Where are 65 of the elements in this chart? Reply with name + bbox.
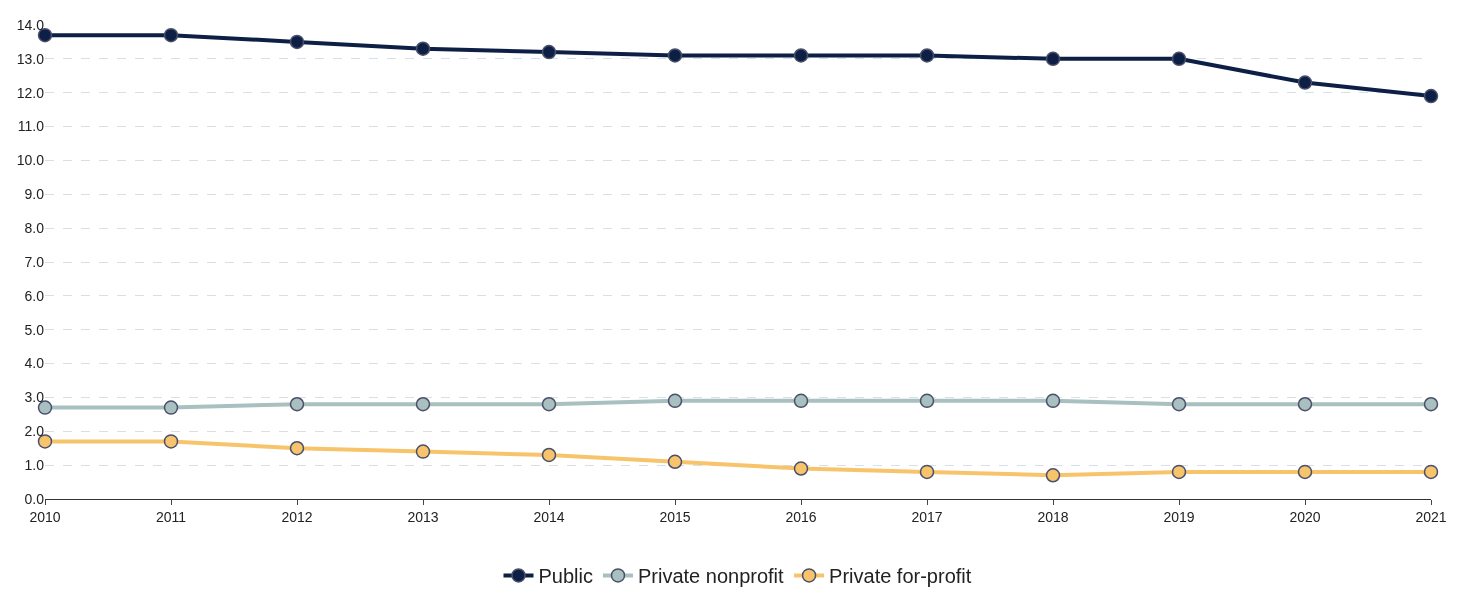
point xyxy=(1423,396,1439,412)
x-tick-label: 2011 xyxy=(155,508,187,525)
y-tick-label: 4.0 xyxy=(24,355,45,372)
point xyxy=(1297,396,1313,412)
point xyxy=(289,440,305,456)
point xyxy=(1045,393,1061,409)
point xyxy=(163,27,179,43)
point xyxy=(289,396,305,412)
point xyxy=(289,34,305,50)
legend-label: Private nonprofit xyxy=(637,565,785,588)
y-tick-label: 1.0 xyxy=(24,457,45,474)
point xyxy=(541,396,557,412)
point xyxy=(1045,51,1061,67)
y-tick-label: 0.0 xyxy=(24,490,45,507)
legend-label: Public xyxy=(538,565,593,588)
point xyxy=(163,400,179,415)
point xyxy=(1171,51,1187,67)
point xyxy=(667,48,683,63)
x-tick-label: 2012 xyxy=(281,508,313,525)
point xyxy=(1423,464,1439,480)
y-tick-label: 12.0 xyxy=(16,84,45,101)
legend-label: Private for-profit xyxy=(829,565,972,588)
point xyxy=(163,434,179,449)
x-tick-label: 2021 xyxy=(1415,508,1447,525)
point xyxy=(37,400,53,415)
y-tick-label: 7.0 xyxy=(24,253,45,270)
point xyxy=(415,444,431,459)
point xyxy=(667,454,683,469)
y-tick-label: 8.0 xyxy=(24,220,45,237)
y-tick-label: 14.0 xyxy=(16,16,45,33)
y-tick-label: 11.0 xyxy=(17,118,45,135)
point xyxy=(667,393,683,409)
x-tick-label: 2010 xyxy=(29,508,61,525)
y-tick-label: 10.0 xyxy=(16,152,45,169)
y-tick-label: 2.0 xyxy=(24,423,45,440)
point xyxy=(793,393,809,409)
point xyxy=(919,464,935,480)
point xyxy=(415,41,431,56)
point xyxy=(793,461,809,476)
y-tick-label: 3.0 xyxy=(24,389,45,406)
point xyxy=(1171,396,1187,412)
point xyxy=(415,396,431,412)
x-tick-label: 2014 xyxy=(533,508,565,525)
y-tick-label: 13.0 xyxy=(16,50,45,67)
point xyxy=(1045,468,1061,483)
y-tick-label: 5.0 xyxy=(24,321,45,338)
point xyxy=(541,447,557,463)
x-tick-label: 2018 xyxy=(1037,508,1069,525)
x-tick-label: 2016 xyxy=(785,508,817,525)
y-tick-label: 6.0 xyxy=(24,287,45,304)
point xyxy=(541,44,557,60)
y-tick-label: 9.0 xyxy=(24,186,45,203)
point xyxy=(793,48,809,63)
point xyxy=(1297,464,1313,480)
point xyxy=(1297,75,1313,90)
x-tick-label: 2013 xyxy=(407,508,439,525)
point xyxy=(1171,464,1187,480)
x-tick-label: 2015 xyxy=(659,508,691,525)
point xyxy=(1423,88,1439,104)
point xyxy=(919,393,935,409)
x-tick-label: 2017 xyxy=(911,508,943,525)
x-tick-label: 2019 xyxy=(1163,508,1195,525)
point xyxy=(919,48,935,63)
point xyxy=(37,434,53,449)
x-tick-label: 2020 xyxy=(1289,508,1321,525)
